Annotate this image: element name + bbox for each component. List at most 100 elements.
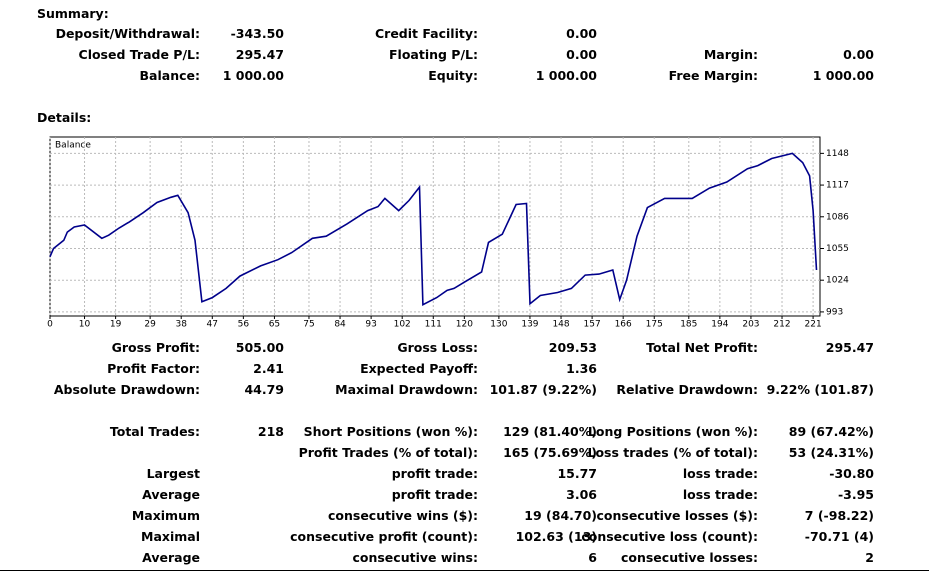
field-value: 6 — [588, 550, 597, 565]
y-tick-label: 1024 — [826, 276, 849, 286]
field-value: -70.71 (4) — [804, 529, 874, 544]
field-value: -3.95 — [837, 487, 874, 502]
field-value: 102.63 (13) — [515, 529, 597, 544]
field-value: 53 (24.31%) — [788, 445, 874, 460]
field-value: 0.00 — [566, 26, 597, 41]
y-tick-label: 1086 — [826, 212, 849, 222]
plot-frame — [49, 136, 821, 317]
details-title: Details: — [37, 110, 92, 125]
x-tick-label: 111 — [425, 320, 442, 330]
field-label: Total Trades: — [109, 424, 200, 439]
field-label: Short Positions (won %): — [303, 424, 478, 439]
x-tick-label: 148 — [552, 320, 569, 330]
field-label: Free Margin: — [668, 68, 758, 83]
x-tick-label: 93 — [365, 320, 376, 330]
x-tick-label: 175 — [646, 320, 663, 330]
x-tick-label: 65 — [269, 320, 280, 330]
field-label: Expected Payoff: — [360, 361, 478, 376]
field-label: consecutive losses: — [620, 550, 758, 565]
field-value: 19 (84.70) — [524, 508, 597, 523]
field-label: Loss trades (% of total): — [587, 445, 758, 460]
y-tick-label: 1055 — [826, 244, 849, 254]
field-label: Gross Loss: — [397, 340, 478, 355]
x-tick-label: 157 — [584, 320, 601, 330]
field-label: Deposit/Withdrawal: — [55, 26, 200, 41]
field-value: 7 (-98.22) — [804, 508, 874, 523]
x-tick-label: 0 — [47, 320, 53, 330]
field-label: Equity: — [428, 68, 478, 83]
y-tick-label: 1117 — [826, 181, 849, 191]
field-label: Margin: — [703, 47, 758, 62]
field-value: 0.00 — [843, 47, 874, 62]
x-tick-label: 29 — [144, 320, 156, 330]
field-label: Maximal — [141, 529, 200, 544]
summary-title: Summary: — [37, 6, 109, 21]
field-label: Average — [142, 487, 200, 502]
field-label: Maximal Drawdown: — [335, 382, 478, 397]
x-tick-label: 166 — [615, 320, 632, 330]
field-label: Profit Factor: — [107, 361, 200, 376]
field-value: 44.79 — [244, 382, 284, 397]
x-tick-label: 212 — [773, 320, 790, 330]
field-label: Balance: — [139, 68, 200, 83]
x-tick-label: 75 — [303, 320, 314, 330]
field-value: 1 000.00 — [222, 68, 284, 83]
field-label: Total Net Profit: — [646, 340, 758, 355]
field-label: profit trade: — [391, 487, 478, 502]
x-tick-label: 194 — [711, 320, 728, 330]
field-value: 0.00 — [566, 47, 597, 62]
x-tick-label: 185 — [680, 320, 697, 330]
x-tick-label: 47 — [207, 320, 218, 330]
x-tick-label: 56 — [238, 320, 250, 330]
y-tick-label: 1148 — [826, 149, 849, 159]
x-tick-label: 139 — [521, 320, 538, 330]
field-value: -30.80 — [829, 466, 874, 481]
field-value: 218 — [257, 424, 284, 439]
field-label: consecutive losses ($): — [596, 508, 758, 523]
field-label: consecutive wins ($): — [327, 508, 478, 523]
x-tick-label: 19 — [110, 320, 122, 330]
field-label: consecutive profit (count): — [290, 529, 478, 544]
field-value: 9.22% (101.87) — [766, 382, 874, 397]
field-value: 129 (81.40%) — [503, 424, 597, 439]
x-tick-label: 102 — [394, 320, 411, 330]
field-value: -343.50 — [230, 26, 284, 41]
field-label: Gross Profit: — [111, 340, 200, 355]
field-label: Long Positions (won %): — [587, 424, 758, 439]
x-tick-label: 221 — [805, 320, 822, 330]
field-value: 15.77 — [557, 466, 597, 481]
field-value: 101.87 (9.22%) — [489, 382, 597, 397]
field-value: 1 000.00 — [535, 68, 597, 83]
field-label: consecutive wins: — [352, 550, 478, 565]
x-tick-label: 10 — [79, 320, 91, 330]
field-value: 295.47 — [235, 47, 284, 62]
field-label: loss trade: — [682, 487, 758, 502]
field-label: Credit Facility: — [374, 26, 478, 41]
field-label: Average — [142, 550, 200, 565]
x-tick-label: 84 — [334, 320, 346, 330]
field-value: 2.41 — [253, 361, 284, 376]
field-label: loss trade: — [682, 466, 758, 481]
field-label: Floating P/L: — [389, 47, 478, 62]
balance-line — [49, 152, 818, 306]
field-value: 165 (75.69%) — [503, 445, 597, 460]
field-value: 295.47 — [825, 340, 874, 355]
field-value: 1 000.00 — [812, 68, 874, 83]
field-value: 2 — [865, 550, 874, 565]
field-label: Profit Trades (% of total): — [298, 445, 478, 460]
field-label: profit trade: — [391, 466, 478, 481]
field-value: 89 (67.42%) — [788, 424, 874, 439]
chart-title: Balance — [55, 141, 91, 151]
field-value: 505.00 — [235, 340, 284, 355]
x-tick-label: 38 — [175, 320, 187, 330]
field-label: consecutive loss (count): — [581, 529, 758, 544]
field-value: 1.36 — [566, 361, 597, 376]
field-label: Maximum — [131, 508, 200, 523]
field-label: Largest — [146, 466, 200, 481]
field-label: Absolute Drawdown: — [53, 382, 200, 397]
x-tick-label: 203 — [742, 320, 759, 330]
field-label: Closed Trade P/L: — [78, 47, 200, 62]
field-label: Relative Drawdown: — [616, 382, 758, 397]
